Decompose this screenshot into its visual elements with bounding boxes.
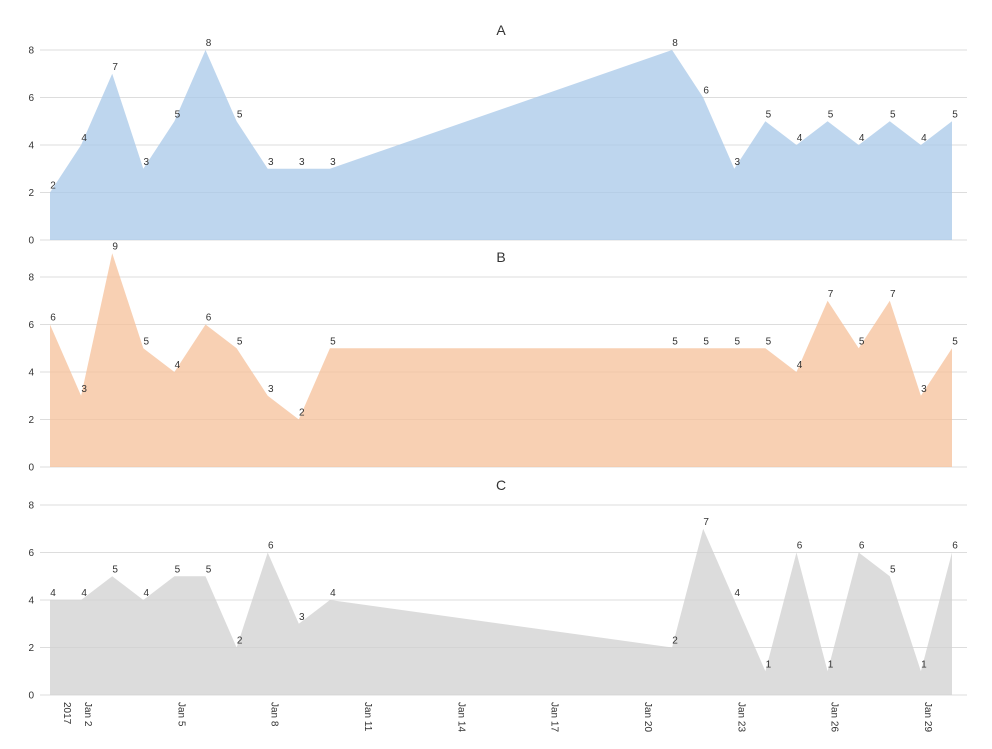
data-label: 4: [175, 360, 181, 371]
data-label: 5: [330, 336, 336, 347]
data-label: 4: [921, 133, 927, 144]
data-label: 6: [268, 541, 274, 552]
data-label: 5: [890, 564, 896, 575]
data-label: 4: [797, 360, 803, 371]
x-tick-label: Jan 29: [922, 702, 933, 732]
data-label: 7: [828, 289, 834, 300]
panel-title-B: B: [496, 249, 505, 265]
data-label: 2: [237, 636, 243, 647]
data-label: 2: [299, 408, 305, 419]
y-tick-label: 2: [28, 643, 34, 654]
data-label: 5: [206, 564, 212, 575]
data-label: 5: [175, 564, 181, 575]
data-label: 1: [766, 659, 772, 670]
y-tick-label: 4: [28, 596, 34, 607]
panel-title-A: A: [496, 22, 506, 38]
data-label: 3: [268, 157, 274, 168]
x-tick-label: Jan 2: [82, 702, 93, 727]
data-label: 3: [144, 157, 150, 168]
data-label: 2: [50, 181, 56, 192]
y-tick-label: 4: [28, 368, 34, 379]
data-label: 5: [703, 336, 709, 347]
data-label: 5: [859, 336, 865, 347]
x-tick-label: Jan 11: [362, 702, 373, 732]
data-label: 4: [797, 133, 803, 144]
data-label: 3: [268, 384, 274, 395]
series-A-area: [50, 50, 952, 240]
data-label: 5: [766, 109, 772, 120]
data-label: 7: [703, 517, 709, 528]
data-label: 6: [206, 313, 212, 324]
data-label: 3: [330, 157, 336, 168]
x-tick-label: Jan 23: [735, 702, 746, 732]
data-label: 5: [766, 336, 772, 347]
x-tick-label: Jan 20: [642, 702, 653, 732]
data-label: 6: [50, 313, 56, 324]
y-tick-label: 6: [28, 320, 34, 331]
data-label: 4: [330, 588, 336, 599]
data-label: 3: [81, 384, 87, 395]
x-tick-label: Jan 26: [829, 702, 840, 732]
data-label: 4: [734, 588, 740, 599]
y-tick-label: 8: [28, 501, 34, 512]
y-tick-label: 4: [28, 141, 34, 152]
data-label: 6: [859, 541, 865, 552]
data-label: 5: [890, 109, 896, 120]
x-tick-label: Jan 8: [269, 702, 280, 727]
y-tick-label: 0: [28, 236, 34, 247]
data-label: 5: [237, 336, 243, 347]
data-label: 4: [81, 133, 87, 144]
y-tick-label: 0: [28, 691, 34, 702]
data-label: 3: [299, 157, 305, 168]
data-label: 8: [206, 38, 212, 49]
y-tick-label: 6: [28, 93, 34, 104]
data-label: 2: [672, 636, 678, 647]
data-label: 3: [734, 157, 740, 168]
y-tick-label: 8: [28, 46, 34, 57]
data-label: 6: [703, 86, 709, 97]
data-label: 1: [921, 659, 927, 670]
data-label: 5: [952, 109, 958, 120]
data-label: 4: [144, 588, 150, 599]
y-tick-label: 8: [28, 273, 34, 284]
data-label: 7: [890, 289, 896, 300]
data-label: 9: [112, 241, 118, 252]
data-label: 5: [144, 336, 150, 347]
data-label: 4: [81, 588, 87, 599]
data-label: 6: [952, 541, 958, 552]
data-label: 5: [952, 336, 958, 347]
x-tick-label: Jan 14: [455, 702, 466, 732]
data-label: 4: [859, 133, 865, 144]
series-C-area: [50, 528, 952, 695]
data-label: 1: [828, 659, 834, 670]
data-label: 5: [672, 336, 678, 347]
y-tick-label: 6: [28, 548, 34, 559]
data-label: 4: [50, 588, 56, 599]
data-label: 5: [112, 564, 118, 575]
panel-title-C: C: [496, 477, 506, 493]
x-tick-label: 2017: [61, 702, 72, 725]
data-label: 8: [672, 38, 678, 49]
series-B-area: [50, 253, 952, 467]
data-label: 7: [112, 62, 118, 73]
data-label: 3: [299, 612, 305, 623]
data-label: 5: [175, 109, 181, 120]
x-tick-label: Jan 5: [175, 702, 186, 727]
data-label: 5: [828, 109, 834, 120]
data-label: 5: [237, 109, 243, 120]
data-label: 3: [921, 384, 927, 395]
y-tick-label: 0: [28, 463, 34, 474]
y-tick-label: 2: [28, 188, 34, 199]
x-tick-label: Jan 17: [549, 702, 560, 732]
data-label: 6: [797, 541, 803, 552]
data-label: 5: [734, 336, 740, 347]
y-tick-label: 2: [28, 415, 34, 426]
